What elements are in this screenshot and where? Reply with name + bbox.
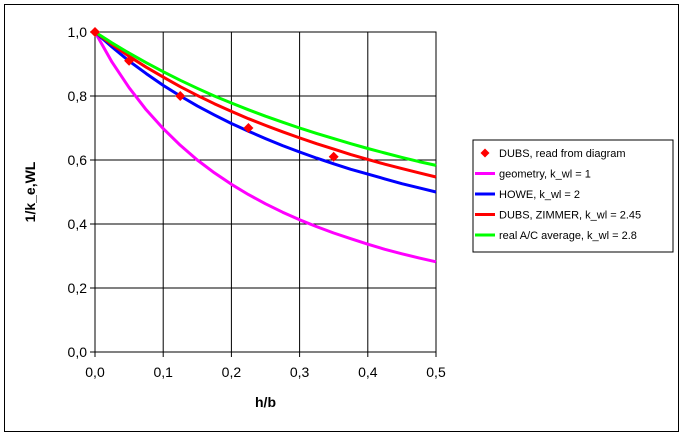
data-markers xyxy=(90,27,339,162)
y-tick-label: 0,0 xyxy=(68,344,88,360)
series-line-1 xyxy=(93,31,437,264)
data-point-diamond xyxy=(328,151,339,162)
y-tick-label: 1,0 xyxy=(68,24,88,40)
x-tick-label: 0,1 xyxy=(153,364,173,380)
y-tick-label: 0,4 xyxy=(68,216,88,232)
data-point-diamond xyxy=(175,91,186,101)
series-line-4 xyxy=(94,30,437,167)
plot-area xyxy=(94,31,437,353)
series-line-3 xyxy=(94,30,437,179)
chart-frame: 0,0 0,1 0,2 0,3 0,4 0,5 0,0 0,2 0,4 0,6 0,8 1,0 h/b… xyxy=(4,4,679,432)
y-tick-label: 0,6 xyxy=(68,152,88,168)
legend-marker-diamond xyxy=(480,148,490,158)
x-tick-label: 0,0 xyxy=(85,364,105,380)
x-axis-title: h/b xyxy=(255,394,276,410)
y-axis-title: 1/k_e,WL xyxy=(22,161,38,222)
line-chart: 0,0 0,1 0,2 0,3 0,4 0,5 0,0 0,2 0,4 0,6 0,8 1,0 h/b… xyxy=(22,24,674,410)
tick-labels: 0,0 0,1 0,2 0,3 0,4 0,5 0,0 0,2 0,4 0,6 0,8 1,0 xyxy=(68,24,446,380)
x-tick-label: 0,3 xyxy=(290,364,310,380)
series-line-2 xyxy=(94,30,437,194)
x-tick-label: 0,4 xyxy=(358,364,378,380)
x-tick-label: 0,5 xyxy=(426,364,446,380)
y-tick-label: 0,8 xyxy=(68,88,88,104)
legend-entry-label: DUBS, ZIMMER, k_wl = 2.45 xyxy=(499,210,641,222)
y-tick-label: 0,2 xyxy=(68,280,88,296)
legend-entry-label: real A/C average, k_wl = 2.8 xyxy=(499,230,637,242)
legend: DUBS, read from diagram geometry, k_wl = … xyxy=(472,139,674,253)
legend-box xyxy=(472,139,674,253)
legend-entry-label: DUBS, read from diagram xyxy=(499,148,626,160)
series-lines xyxy=(93,30,437,264)
data-point-diamond xyxy=(90,27,100,37)
legend-entry-label: geometry, k_wl = 1 xyxy=(499,169,591,181)
legend-entry-label: HOWE, k_wl = 2 xyxy=(499,189,580,201)
x-tick-label: 0,2 xyxy=(222,364,242,380)
grid-lines xyxy=(90,31,437,357)
data-point-diamond xyxy=(243,123,254,133)
data-point-diamond xyxy=(124,55,135,66)
